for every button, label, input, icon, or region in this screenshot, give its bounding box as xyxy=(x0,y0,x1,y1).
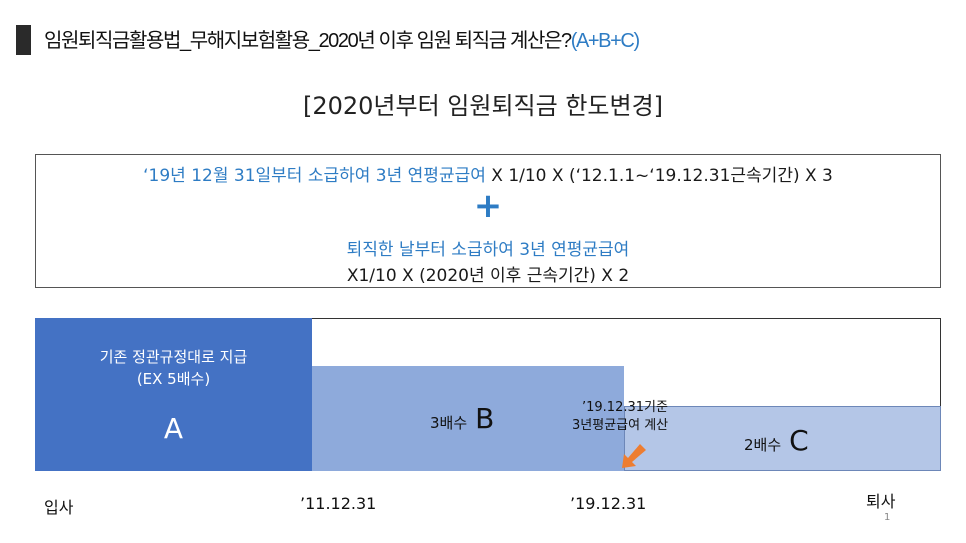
block-c-multiplier: 2배수 xyxy=(744,436,782,454)
title-marker xyxy=(16,25,31,55)
down-left-arrow-icon xyxy=(622,444,646,468)
formula-line-2: 퇴직한 날부터 소급하여 3년 연평균급여 xyxy=(346,240,630,260)
title-text: 임원퇴직금활용법_무해지보험활용_2020년 이후 임원 퇴직금 계산은? xyxy=(44,30,572,52)
timeline-leave: 퇴사 xyxy=(866,492,896,511)
timeline-date-2: ’19.12.31 xyxy=(570,494,647,513)
block-a-example: (EX 5배수) xyxy=(136,370,211,388)
title-accent: (A+B+C) xyxy=(570,30,640,52)
formula-line-3: X1/10 X (2020년 이후 근속기간) X 2 xyxy=(346,266,630,286)
block-b-label: 3배수 B xyxy=(430,402,494,435)
salary-calc-note: 3년평균급여 계산 xyxy=(572,418,669,433)
formula-box: ‘19년 12월 31일부터 소급하여 3년 연평균급여 X 1/10 X (‘… xyxy=(35,154,941,288)
block-a-description: 기존 정관규정대로 지급 xyxy=(99,348,248,366)
reference-date-note: ’19.12.31기준 xyxy=(582,400,668,415)
block-b-multiplier: 3배수 xyxy=(430,414,468,432)
page-number: 1 xyxy=(884,512,891,523)
block-c-letter: C xyxy=(789,424,809,457)
slide-subtitle: [2020년부터 임원퇴직금 한도변경] xyxy=(302,92,664,120)
page-title: 임원퇴직금활용법_무해지보험활용_2020년 이후 임원 퇴직금 계산은?(A+… xyxy=(44,24,640,53)
block-a xyxy=(35,318,312,471)
plus-sign: + xyxy=(473,186,503,226)
block-b xyxy=(312,366,624,471)
block-b-letter: B xyxy=(475,402,495,435)
block-c-label: 2배수 C xyxy=(744,424,809,457)
formula-line-1-highlight: ‘19년 12월 31일부터 소급하여 3년 연평균급여 xyxy=(143,166,486,186)
arrow-shape xyxy=(622,444,646,468)
formula-line-1-rest: X 1/10 X (‘12.1.1~‘19.12.31근속기간) X 3 xyxy=(485,166,833,186)
timeline-date-1: ’11.12.31 xyxy=(300,494,377,513)
block-c xyxy=(624,406,941,471)
block-a-letter: A xyxy=(163,412,184,445)
formula-line-1: ‘19년 12월 31일부터 소급하여 3년 연평균급여 X 1/10 X (‘… xyxy=(36,161,940,186)
timeline-join: 입사 xyxy=(44,498,74,517)
